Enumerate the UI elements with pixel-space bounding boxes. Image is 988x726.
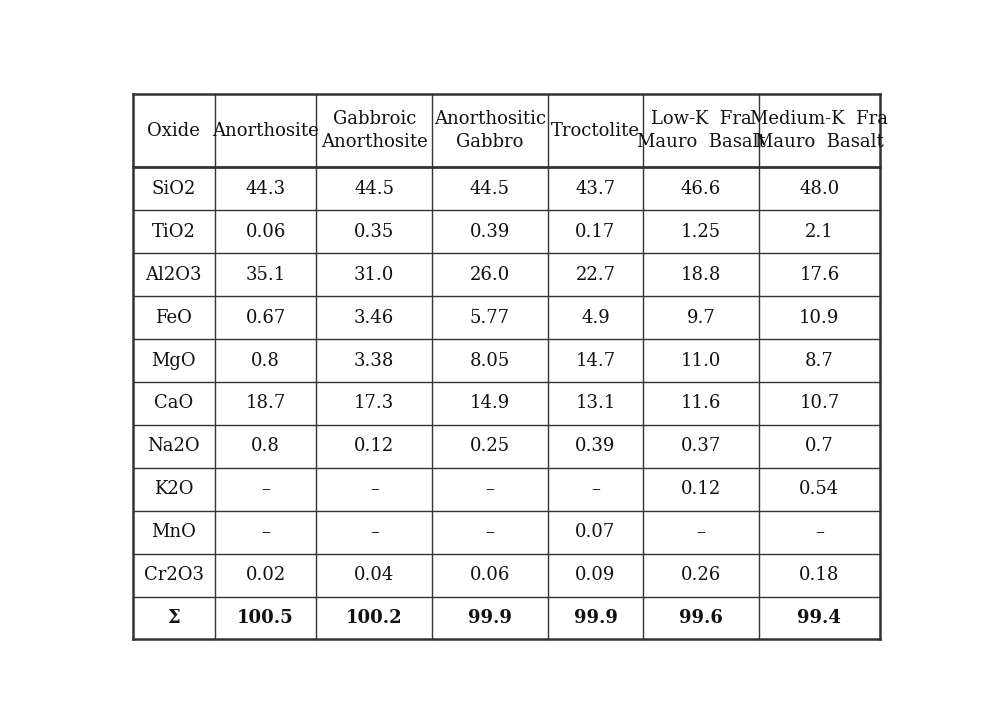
- Text: 0.25: 0.25: [470, 437, 510, 455]
- Text: Medium-K  Fra
Mauro  Basalt: Medium-K Fra Mauro Basalt: [751, 110, 888, 152]
- Text: 13.1: 13.1: [575, 394, 616, 412]
- Text: –: –: [697, 523, 705, 541]
- Text: 11.6: 11.6: [681, 394, 721, 412]
- Text: Anorthosite: Anorthosite: [212, 122, 319, 139]
- Text: 18.7: 18.7: [245, 394, 286, 412]
- Text: 14.7: 14.7: [575, 351, 616, 370]
- Text: 17.6: 17.6: [799, 266, 840, 284]
- Text: –: –: [370, 523, 378, 541]
- Text: 0.7: 0.7: [805, 437, 834, 455]
- Text: Low-K  Fra
Mauro  Basalt: Low-K Fra Mauro Basalt: [636, 110, 766, 152]
- Text: 0.09: 0.09: [575, 566, 616, 584]
- Text: 2.1: 2.1: [805, 223, 834, 241]
- Text: TiO2: TiO2: [152, 223, 196, 241]
- Text: 18.8: 18.8: [681, 266, 721, 284]
- Text: 0.8: 0.8: [251, 437, 280, 455]
- Text: 0.12: 0.12: [354, 437, 394, 455]
- Text: Al2O3: Al2O3: [145, 266, 202, 284]
- Text: –: –: [485, 523, 494, 541]
- Text: 0.8: 0.8: [251, 351, 280, 370]
- Text: 22.7: 22.7: [575, 266, 616, 284]
- Text: MnO: MnO: [151, 523, 197, 541]
- Text: Σ: Σ: [167, 609, 180, 627]
- Text: 10.7: 10.7: [799, 394, 840, 412]
- Text: 5.77: 5.77: [470, 309, 510, 327]
- Text: 0.17: 0.17: [575, 223, 616, 241]
- Text: 44.5: 44.5: [470, 180, 510, 198]
- Text: 17.3: 17.3: [354, 394, 394, 412]
- Text: 0.18: 0.18: [799, 566, 840, 584]
- Text: 0.04: 0.04: [354, 566, 394, 584]
- Text: 11.0: 11.0: [681, 351, 721, 370]
- Text: 0.12: 0.12: [681, 481, 721, 498]
- Text: –: –: [261, 481, 270, 498]
- Text: Cr2O3: Cr2O3: [143, 566, 204, 584]
- Text: 100.2: 100.2: [346, 609, 402, 627]
- Text: Anorthositic
Gabbro: Anorthositic Gabbro: [434, 110, 546, 152]
- Text: 0.07: 0.07: [575, 523, 616, 541]
- Text: 14.9: 14.9: [470, 394, 510, 412]
- Text: 1.25: 1.25: [681, 223, 721, 241]
- Text: Na2O: Na2O: [147, 437, 200, 455]
- Text: 99.9: 99.9: [573, 609, 618, 627]
- Text: 0.37: 0.37: [681, 437, 721, 455]
- Text: CaO: CaO: [154, 394, 194, 412]
- Text: 99.4: 99.4: [797, 609, 842, 627]
- Text: Oxide: Oxide: [147, 122, 201, 139]
- Text: –: –: [370, 481, 378, 498]
- Text: 0.54: 0.54: [799, 481, 840, 498]
- Text: 0.06: 0.06: [469, 566, 510, 584]
- Text: 0.39: 0.39: [575, 437, 616, 455]
- Text: 99.6: 99.6: [679, 609, 723, 627]
- Text: 9.7: 9.7: [687, 309, 715, 327]
- Text: 31.0: 31.0: [354, 266, 394, 284]
- Text: –: –: [485, 481, 494, 498]
- Text: 0.06: 0.06: [245, 223, 286, 241]
- Text: 8.05: 8.05: [470, 351, 510, 370]
- Text: 99.9: 99.9: [468, 609, 512, 627]
- Text: 3.38: 3.38: [354, 351, 394, 370]
- Text: 35.1: 35.1: [245, 266, 286, 284]
- Text: Troctolite: Troctolite: [551, 122, 640, 139]
- Text: K2O: K2O: [154, 481, 194, 498]
- Text: 100.5: 100.5: [237, 609, 294, 627]
- Text: 0.02: 0.02: [245, 566, 286, 584]
- Text: 10.9: 10.9: [799, 309, 840, 327]
- Text: 0.26: 0.26: [681, 566, 721, 584]
- Text: 4.9: 4.9: [581, 309, 610, 327]
- Text: 0.35: 0.35: [354, 223, 394, 241]
- Text: FeO: FeO: [155, 309, 193, 327]
- Text: 43.7: 43.7: [575, 180, 616, 198]
- Text: 48.0: 48.0: [799, 180, 840, 198]
- Text: 0.39: 0.39: [469, 223, 510, 241]
- Text: –: –: [815, 523, 824, 541]
- Text: 8.7: 8.7: [805, 351, 834, 370]
- Text: 46.6: 46.6: [681, 180, 721, 198]
- Text: –: –: [261, 523, 270, 541]
- Text: 26.0: 26.0: [470, 266, 510, 284]
- Text: –: –: [591, 481, 600, 498]
- Text: 44.5: 44.5: [355, 180, 394, 198]
- Text: 0.67: 0.67: [245, 309, 286, 327]
- Text: 3.46: 3.46: [354, 309, 394, 327]
- Text: 44.3: 44.3: [246, 180, 286, 198]
- Text: Gabbroic
Anorthosite: Gabbroic Anorthosite: [321, 110, 428, 152]
- Text: MgO: MgO: [151, 351, 196, 370]
- Text: SiO2: SiO2: [151, 180, 196, 198]
